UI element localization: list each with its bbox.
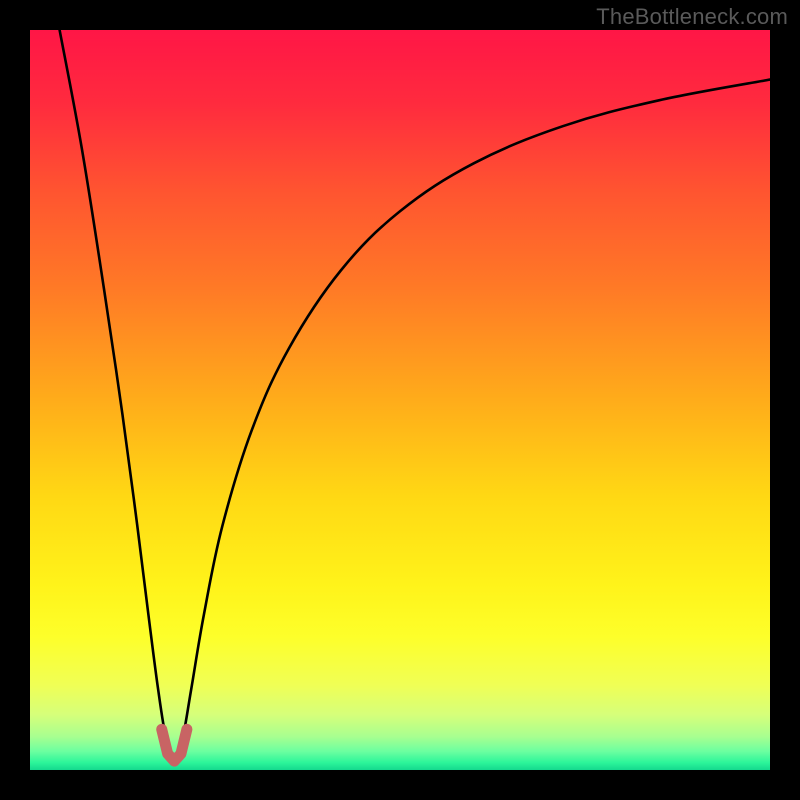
chart-svg <box>30 30 770 770</box>
chart-root: TheBottleneck.com <box>0 0 800 800</box>
watermark-text: TheBottleneck.com <box>596 4 788 30</box>
chart-plot-area <box>30 30 770 770</box>
chart-background <box>30 30 770 770</box>
